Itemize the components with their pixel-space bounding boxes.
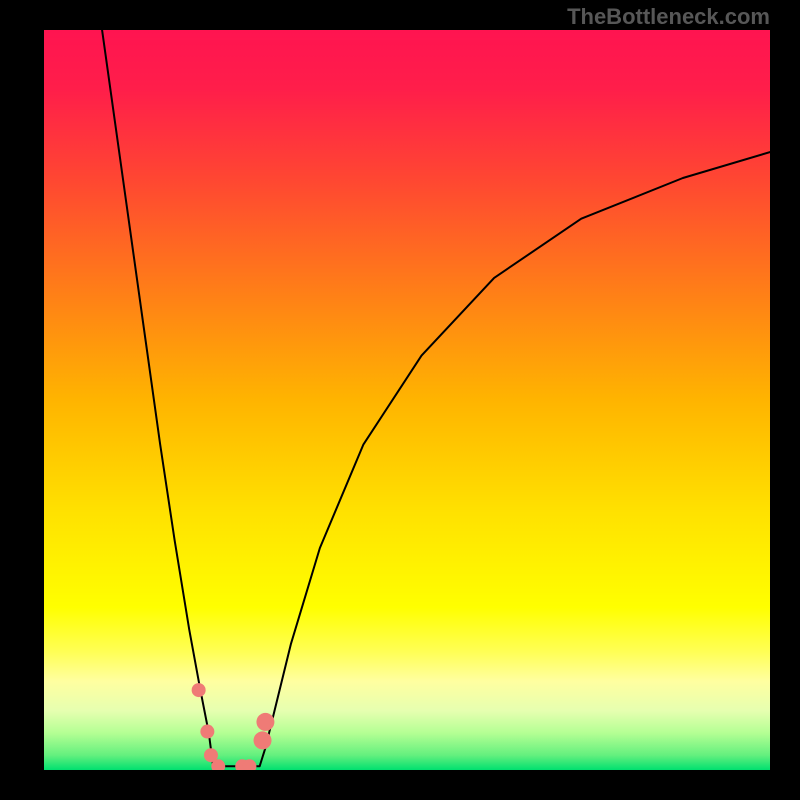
marker-point — [256, 713, 274, 731]
chart-svg-overlay — [44, 30, 770, 770]
chart-container: TheBottleneck.com — [0, 0, 800, 800]
watermark-text: TheBottleneck.com — [567, 4, 770, 30]
marker-point — [200, 725, 214, 739]
bottleneck-curve — [102, 30, 770, 766]
marker-point — [254, 731, 272, 749]
plot-area — [44, 30, 770, 770]
marker-point — [192, 683, 206, 697]
